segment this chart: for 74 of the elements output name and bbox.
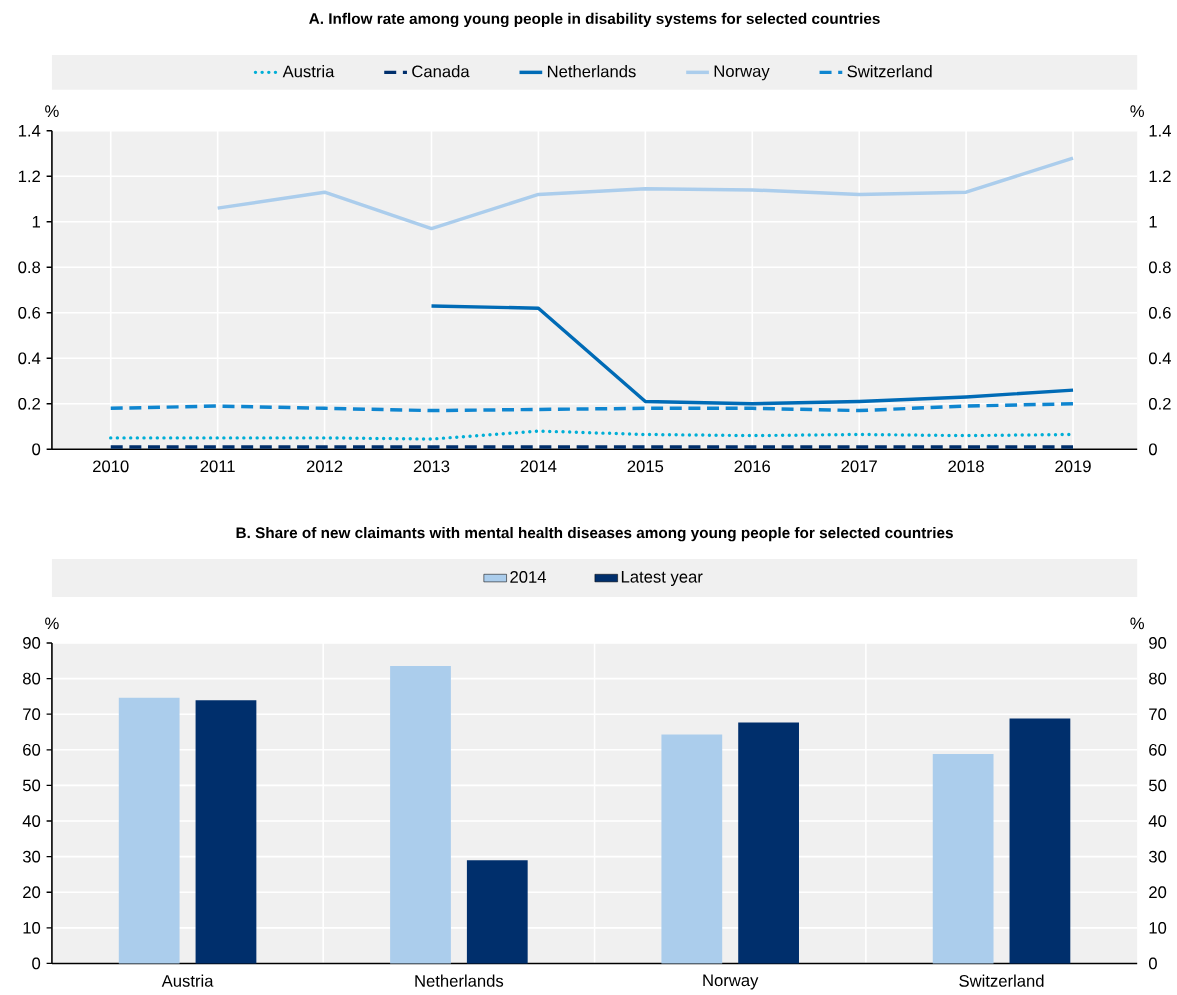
y-tick-label: 0: [32, 443, 41, 456]
legend-label: Canada: [412, 65, 470, 78]
y-tick-label: 60: [23, 743, 41, 756]
y-axis-title: %: [45, 105, 59, 117]
y2-tick-label: 0.8: [1148, 261, 1171, 274]
y2-tick-label: 20: [1149, 886, 1167, 899]
y-tick-label: 0.4: [18, 352, 41, 365]
y-tick-label: 1.4: [18, 125, 41, 137]
x-tick-label: 2010: [93, 460, 129, 473]
x-tick-label: 2017: [841, 460, 877, 473]
y2-tick-label: 0: [1148, 957, 1157, 970]
y2-tick-label: 80: [1149, 672, 1167, 685]
x-tick-label: 2011: [200, 460, 235, 473]
y-tick-label: 70: [23, 708, 41, 721]
x-tick-label: 2019: [1055, 460, 1091, 473]
bar: [390, 666, 451, 964]
bar: [932, 754, 994, 964]
legend-label: Norway: [714, 65, 770, 81]
y2-tick-label: 0.4: [1148, 352, 1171, 365]
bar: [195, 700, 257, 964]
legend-label: Austria: [282, 65, 335, 78]
y-axis-title: %: [45, 617, 59, 630]
y-tick-label: 20: [23, 886, 41, 899]
y-tick-label: 90: [23, 637, 41, 649]
bar: [1009, 718, 1071, 964]
y2-tick-label: 70: [1149, 708, 1167, 721]
legend-label: Netherlands: [547, 65, 636, 78]
x-tick-label: Norway: [703, 974, 759, 990]
line-series: [215, 156, 1075, 231]
line-series: [429, 304, 1075, 406]
y-tick-label: 0.8: [18, 261, 41, 274]
x-tick-label: 2015: [627, 460, 664, 473]
y2-tick-label: 50: [1149, 779, 1167, 792]
y2-tick-label: 90: [1149, 637, 1167, 649]
line-series: [109, 402, 1075, 413]
legend-label: Switzerland: [847, 65, 932, 78]
x-tick-label: 2016: [734, 460, 771, 473]
y2-tick-label: 30: [1148, 850, 1167, 863]
y-tick-label: 0.2: [18, 397, 40, 410]
bar: [118, 697, 180, 964]
x-tick-label: 2018: [948, 460, 984, 473]
x-tick-label: Switzerland: [959, 974, 1044, 987]
chart-title: A. Inflow rate among young people in disability systems for selected countries: [309, 12, 880, 28]
y2-tick-label: 0.2: [1148, 397, 1171, 410]
bar: [661, 734, 723, 964]
y-tick-label: 10: [23, 921, 41, 934]
y-tick-label: 30: [22, 850, 41, 863]
y-tick-label: 80: [23, 672, 41, 685]
y2-tick-label: 1.2: [1149, 170, 1171, 183]
y2-tick-label: 0: [1148, 443, 1157, 456]
y2-tick-label: 1: [1149, 216, 1157, 228]
bar: [738, 722, 799, 964]
y-tick-label: 40: [22, 815, 41, 827]
x-tick-label: Netherlands: [415, 974, 504, 987]
y2-tick-label: 1.4: [1149, 125, 1171, 137]
y2-tick-label: 0.6: [1148, 306, 1171, 319]
chart-title: B. Share of new claimants with mental health diseases among young people for selected countries: [236, 526, 953, 542]
x-tick-label: 2013: [413, 460, 450, 473]
y2-tick-label: 40: [1148, 815, 1167, 827]
y-tick-label: 0: [32, 957, 41, 970]
x-tick-label: 2012: [306, 460, 343, 473]
x-tick-label: 2014: [520, 460, 557, 473]
y2-axis-title: %: [1130, 617, 1144, 630]
y2-axis-title: %: [1130, 105, 1144, 117]
legend-label: 2014: [510, 571, 547, 583]
legend-label: Latest year: [621, 571, 703, 586]
y-tick-label: 0.6: [18, 306, 41, 319]
y-tick-label: 1.2: [18, 170, 40, 183]
y2-tick-label: 60: [1149, 743, 1167, 756]
y-tick-label: 1: [32, 216, 40, 228]
y2-tick-label: 10: [1149, 921, 1167, 934]
bar: [466, 860, 528, 964]
y-tick-label: 50: [22, 779, 41, 792]
x-tick-label: Austria: [161, 974, 214, 987]
